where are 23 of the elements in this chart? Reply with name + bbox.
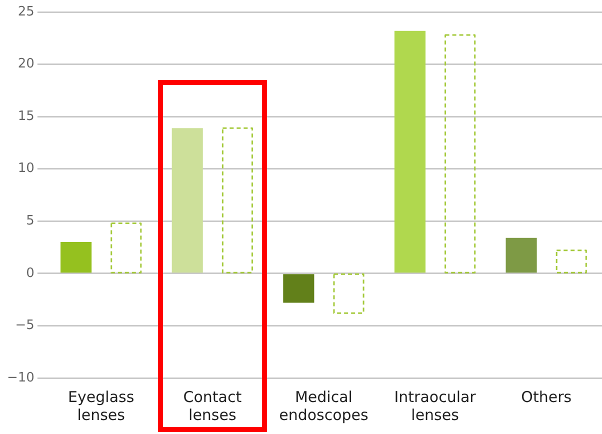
y-tick-label: 15 bbox=[18, 108, 34, 124]
bar bbox=[506, 238, 537, 273]
y-tick-label: 25 bbox=[18, 4, 34, 20]
y-tick-label: 20 bbox=[18, 56, 34, 72]
x-tick-label: Others bbox=[521, 388, 572, 406]
bar bbox=[110, 222, 142, 274]
x-tick-label: Contact lenses bbox=[183, 388, 242, 424]
x-tick-label: Intraocular lenses bbox=[394, 388, 477, 424]
y-tick-label: 5 bbox=[26, 214, 34, 229]
bar bbox=[60, 242, 92, 273]
x-tick-label: Eyeglass lenses bbox=[68, 388, 134, 424]
bar bbox=[222, 127, 253, 274]
x-tick-label: Medical endoscopes bbox=[279, 388, 369, 424]
bar bbox=[283, 274, 314, 303]
bar bbox=[394, 30, 426, 273]
bar bbox=[556, 250, 587, 274]
y-tick-label: 10 bbox=[18, 161, 34, 176]
bar bbox=[444, 34, 476, 274]
y-tick-label: −5 bbox=[15, 318, 34, 334]
y-tick-label: −10 bbox=[6, 370, 34, 386]
y-tick-label: 0 bbox=[26, 266, 34, 281]
bar bbox=[172, 128, 203, 273]
bar bbox=[333, 273, 364, 314]
